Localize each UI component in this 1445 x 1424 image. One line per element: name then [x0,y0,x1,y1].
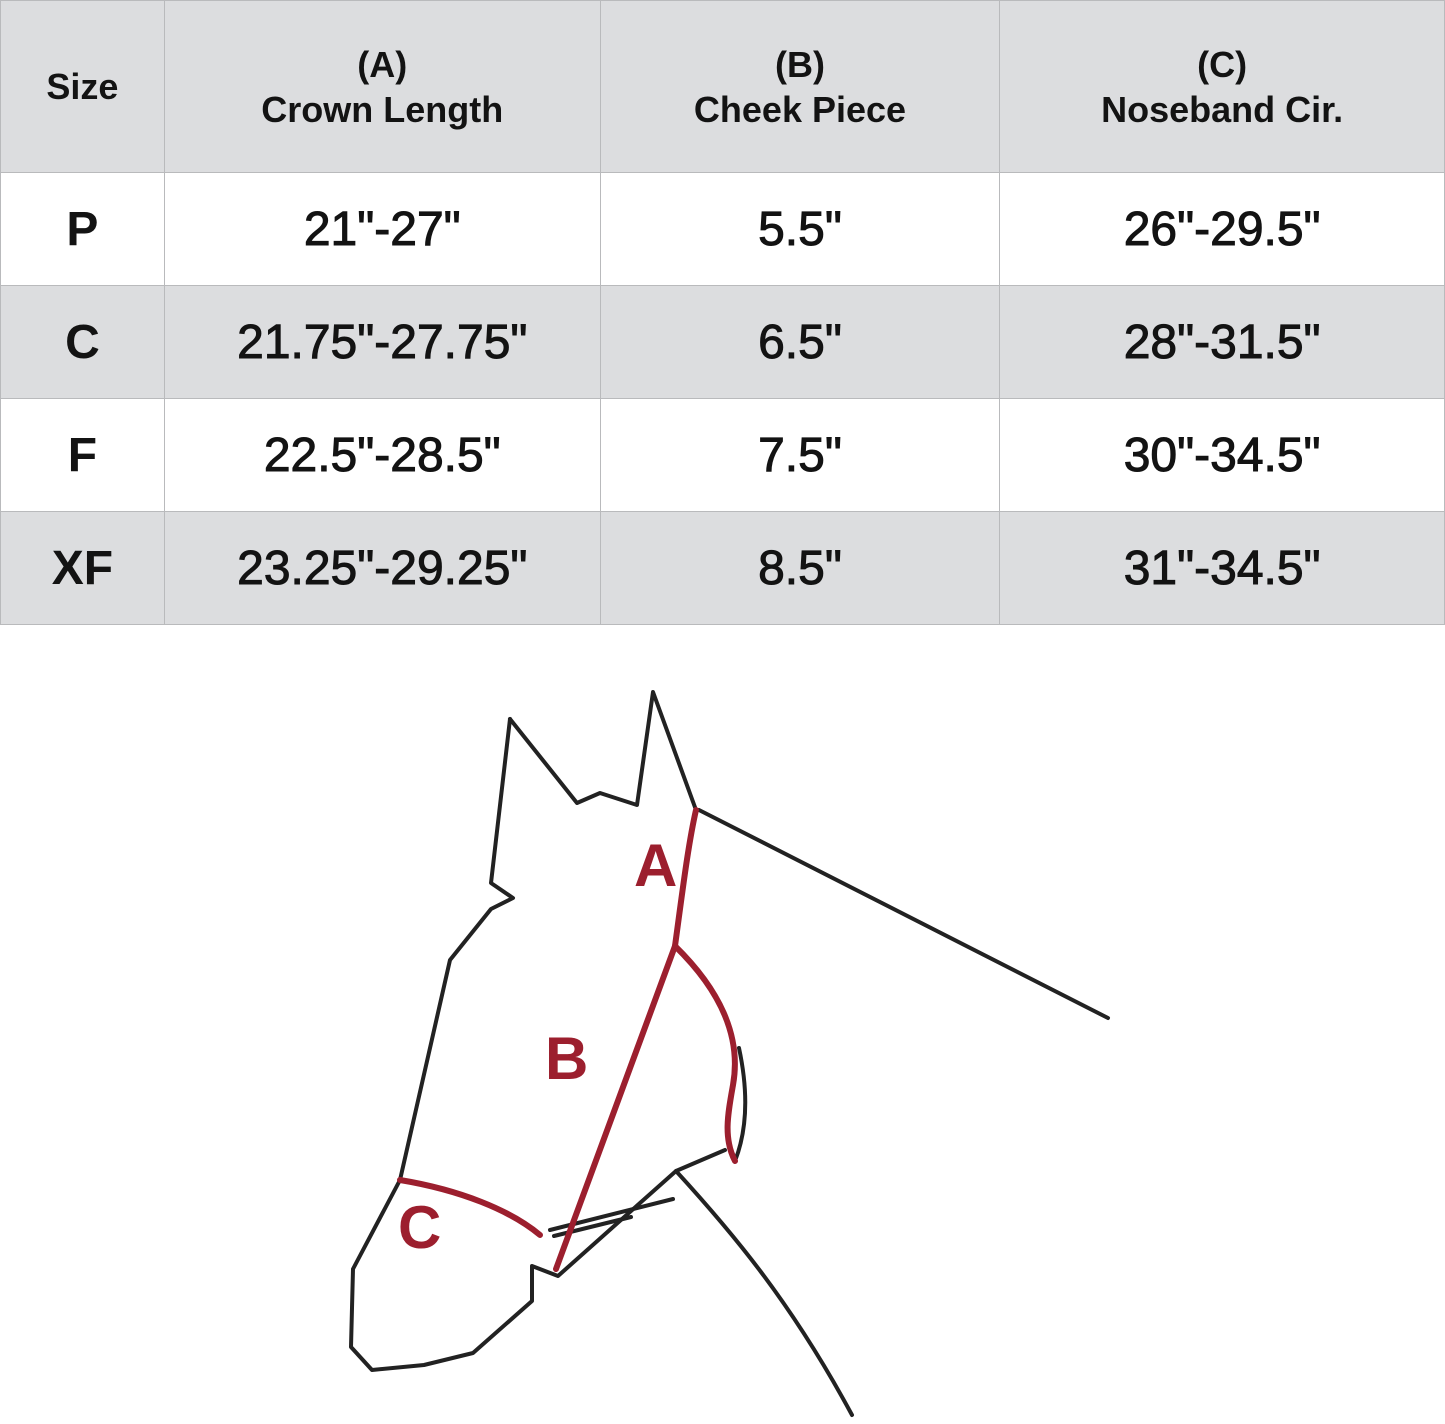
svg-text:C: C [398,1194,441,1261]
svg-text:B: B [545,1025,588,1092]
svg-text:A: A [634,832,677,899]
